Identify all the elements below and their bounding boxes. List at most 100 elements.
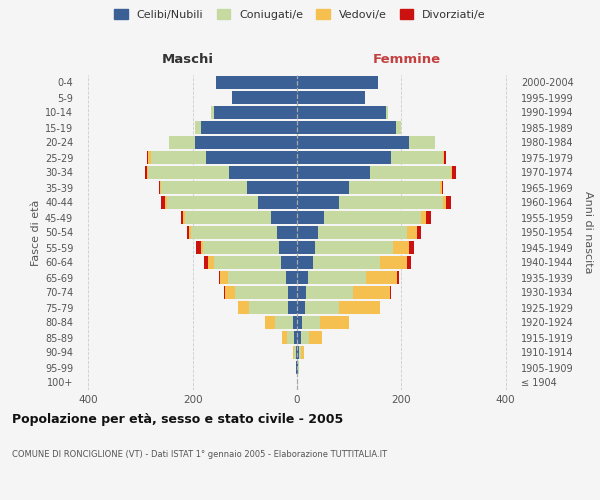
Text: Femmine: Femmine	[373, 53, 440, 66]
Bar	[167, 196, 258, 208]
Bar	[297, 316, 302, 328]
Bar	[148, 166, 229, 178]
Bar	[407, 256, 410, 268]
Bar	[297, 226, 318, 238]
Bar	[279, 242, 297, 254]
Bar	[211, 106, 214, 118]
Bar	[229, 166, 297, 178]
Bar	[208, 256, 214, 268]
Bar	[297, 196, 339, 208]
Bar	[451, 166, 452, 178]
Bar	[309, 332, 322, 344]
Bar	[370, 166, 451, 178]
Bar	[320, 316, 349, 328]
Bar	[298, 362, 299, 374]
Bar	[200, 242, 203, 254]
Bar	[299, 346, 301, 358]
Bar	[287, 302, 297, 314]
Bar	[297, 286, 307, 298]
Bar	[297, 122, 396, 134]
Bar	[196, 242, 200, 254]
Bar	[214, 256, 281, 268]
Bar	[224, 286, 225, 298]
Bar	[444, 152, 446, 164]
Bar	[281, 256, 297, 268]
Bar	[296, 346, 297, 358]
Bar	[349, 182, 440, 194]
Bar	[297, 346, 299, 358]
Bar	[160, 182, 161, 194]
Bar	[446, 196, 451, 208]
Bar	[283, 332, 287, 344]
Bar	[417, 226, 421, 238]
Bar	[307, 286, 353, 298]
Bar	[161, 182, 247, 194]
Bar	[200, 122, 297, 134]
Bar	[421, 212, 426, 224]
Bar	[297, 106, 386, 118]
Bar	[265, 316, 275, 328]
Bar	[165, 196, 167, 208]
Bar	[301, 346, 304, 358]
Bar	[452, 166, 456, 178]
Bar	[339, 196, 443, 208]
Bar	[440, 182, 442, 194]
Bar	[386, 106, 388, 118]
Bar	[293, 346, 294, 358]
Bar	[151, 152, 206, 164]
Bar	[232, 92, 297, 104]
Bar	[287, 332, 295, 344]
Bar	[293, 316, 297, 328]
Bar	[295, 332, 297, 344]
Bar	[391, 152, 443, 164]
Bar	[409, 242, 415, 254]
Bar	[302, 316, 320, 328]
Bar	[169, 136, 196, 148]
Bar	[181, 212, 184, 224]
Bar	[294, 346, 296, 358]
Bar	[443, 196, 446, 208]
Bar	[297, 166, 370, 178]
Bar	[187, 226, 188, 238]
Bar	[297, 76, 378, 88]
Text: COMUNE DI RONCIGLIONE (VT) - Dati ISTAT 1° gennaio 2005 - Elaborazione TUTTITALI: COMUNE DI RONCIGLIONE (VT) - Dati ISTAT …	[12, 450, 387, 459]
Bar	[191, 226, 277, 238]
Bar	[214, 106, 297, 118]
Bar	[366, 272, 397, 283]
Bar	[271, 212, 297, 224]
Bar	[203, 242, 279, 254]
Bar	[297, 212, 324, 224]
Bar	[216, 76, 297, 88]
Bar	[297, 332, 301, 344]
Bar	[380, 256, 407, 268]
Bar	[297, 182, 349, 194]
Bar	[235, 286, 287, 298]
Bar	[442, 182, 443, 194]
Bar	[305, 302, 339, 314]
Bar	[297, 272, 308, 283]
Bar	[258, 196, 297, 208]
Bar	[248, 302, 287, 314]
Bar	[228, 272, 286, 283]
Bar	[204, 256, 208, 268]
Bar	[277, 226, 297, 238]
Y-axis label: Fasce di età: Fasce di età	[31, 200, 41, 266]
Bar	[390, 286, 391, 298]
Bar	[220, 272, 228, 283]
Bar	[286, 272, 297, 283]
Bar	[188, 226, 191, 238]
Bar	[159, 182, 160, 194]
Bar	[396, 122, 401, 134]
Bar	[297, 256, 313, 268]
Bar	[353, 286, 390, 298]
Bar	[407, 226, 417, 238]
Bar	[196, 136, 297, 148]
Legend: Celibi/Nubili, Coniugati/e, Vedovi/e, Divorziati/e: Celibi/Nubili, Coniugati/e, Vedovi/e, Di…	[111, 6, 489, 23]
Bar	[324, 212, 421, 224]
Bar	[301, 332, 309, 344]
Bar	[339, 302, 380, 314]
Bar	[185, 212, 271, 224]
Bar	[196, 122, 200, 134]
Bar	[318, 226, 407, 238]
Bar	[297, 92, 365, 104]
